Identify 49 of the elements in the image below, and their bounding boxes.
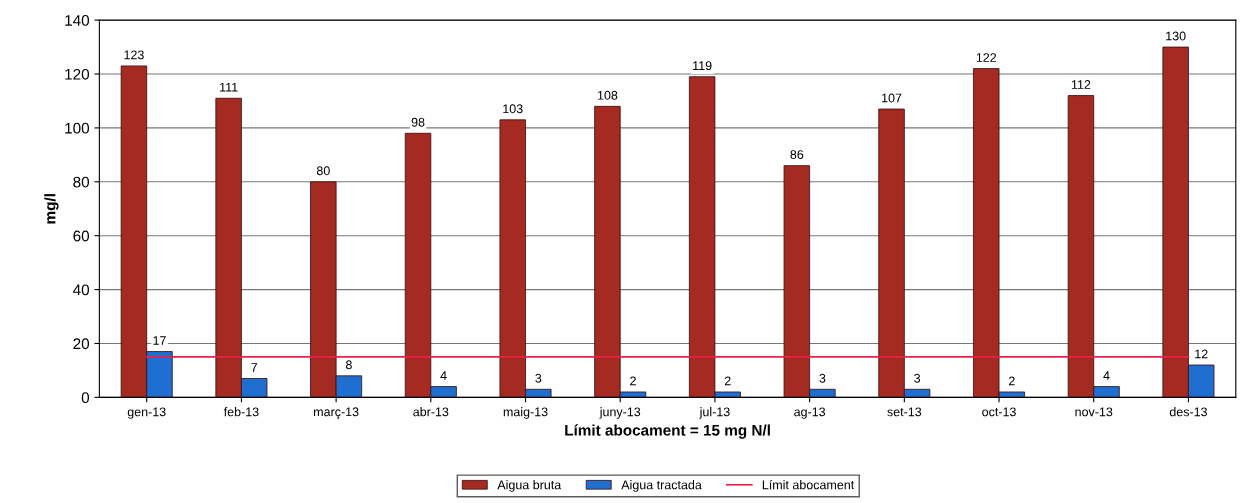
y-axis-title: mg/l: [44, 194, 59, 224]
data-label: 3: [914, 373, 921, 383]
data-label: 3: [819, 373, 826, 383]
data-label: 111: [220, 82, 238, 92]
data-label: 4: [1103, 371, 1110, 380]
data-label: 2: [630, 376, 636, 386]
data-label: 12: [1195, 349, 1208, 359]
x-tick-label: juny-13: [599, 407, 641, 419]
data-label: 107: [882, 93, 902, 103]
data-label: 86: [790, 150, 804, 159]
data-label: 112: [1071, 80, 1091, 89]
y-tick-label: 60: [73, 230, 90, 242]
x-tick-label: feb-13: [223, 407, 259, 417]
legend-label: Aigua tractada: [621, 480, 702, 492]
data-label: 80: [316, 166, 330, 176]
x-tick-label: set-13: [887, 407, 922, 417]
data-label: 17: [153, 336, 166, 345]
data-label: 7: [251, 363, 258, 372]
x-tick-label: jul-13: [699, 407, 730, 419]
y-tick-label: 40: [73, 284, 90, 296]
x-tick-label: ag-13: [794, 407, 826, 419]
y-tick-label: 20: [73, 338, 90, 350]
y-tick-label: 100: [65, 122, 90, 134]
data-label: 2: [724, 376, 731, 386]
y-tick-label: 140: [65, 14, 90, 26]
x-tick-label: oct-13: [982, 407, 1016, 417]
data-label: 8: [345, 360, 352, 370]
data-label: 108: [597, 90, 618, 100]
data-label: 130: [1166, 31, 1186, 41]
y-tick-label: 0: [81, 392, 90, 404]
data-label: 123: [124, 50, 144, 60]
x-axis-title: Límit abocament = 15 mg N/l: [565, 424, 770, 439]
data-label: 119: [693, 61, 712, 71]
legend-label: Límit abocament: [762, 479, 855, 490]
y-tick-label: 80: [73, 176, 90, 188]
data-label: 103: [503, 104, 523, 114]
x-tick-label: nov-13: [1075, 407, 1113, 417]
y-tick-label: 120: [65, 68, 90, 80]
data-label: 4: [440, 371, 447, 380]
legend-label: Aigua bruta: [497, 480, 562, 492]
data-label: 3: [535, 373, 542, 383]
data-label: 2: [1008, 376, 1015, 386]
x-tick-label: des-13: [1169, 407, 1207, 417]
x-tick-label: maig-13: [503, 407, 548, 419]
x-tick-label: gen-13: [127, 407, 166, 419]
x-tick-label: abr-13: [413, 407, 449, 417]
x-tick-label: març-13: [314, 407, 359, 419]
data-label: 122: [976, 53, 997, 62]
data-label: 98: [411, 117, 425, 127]
